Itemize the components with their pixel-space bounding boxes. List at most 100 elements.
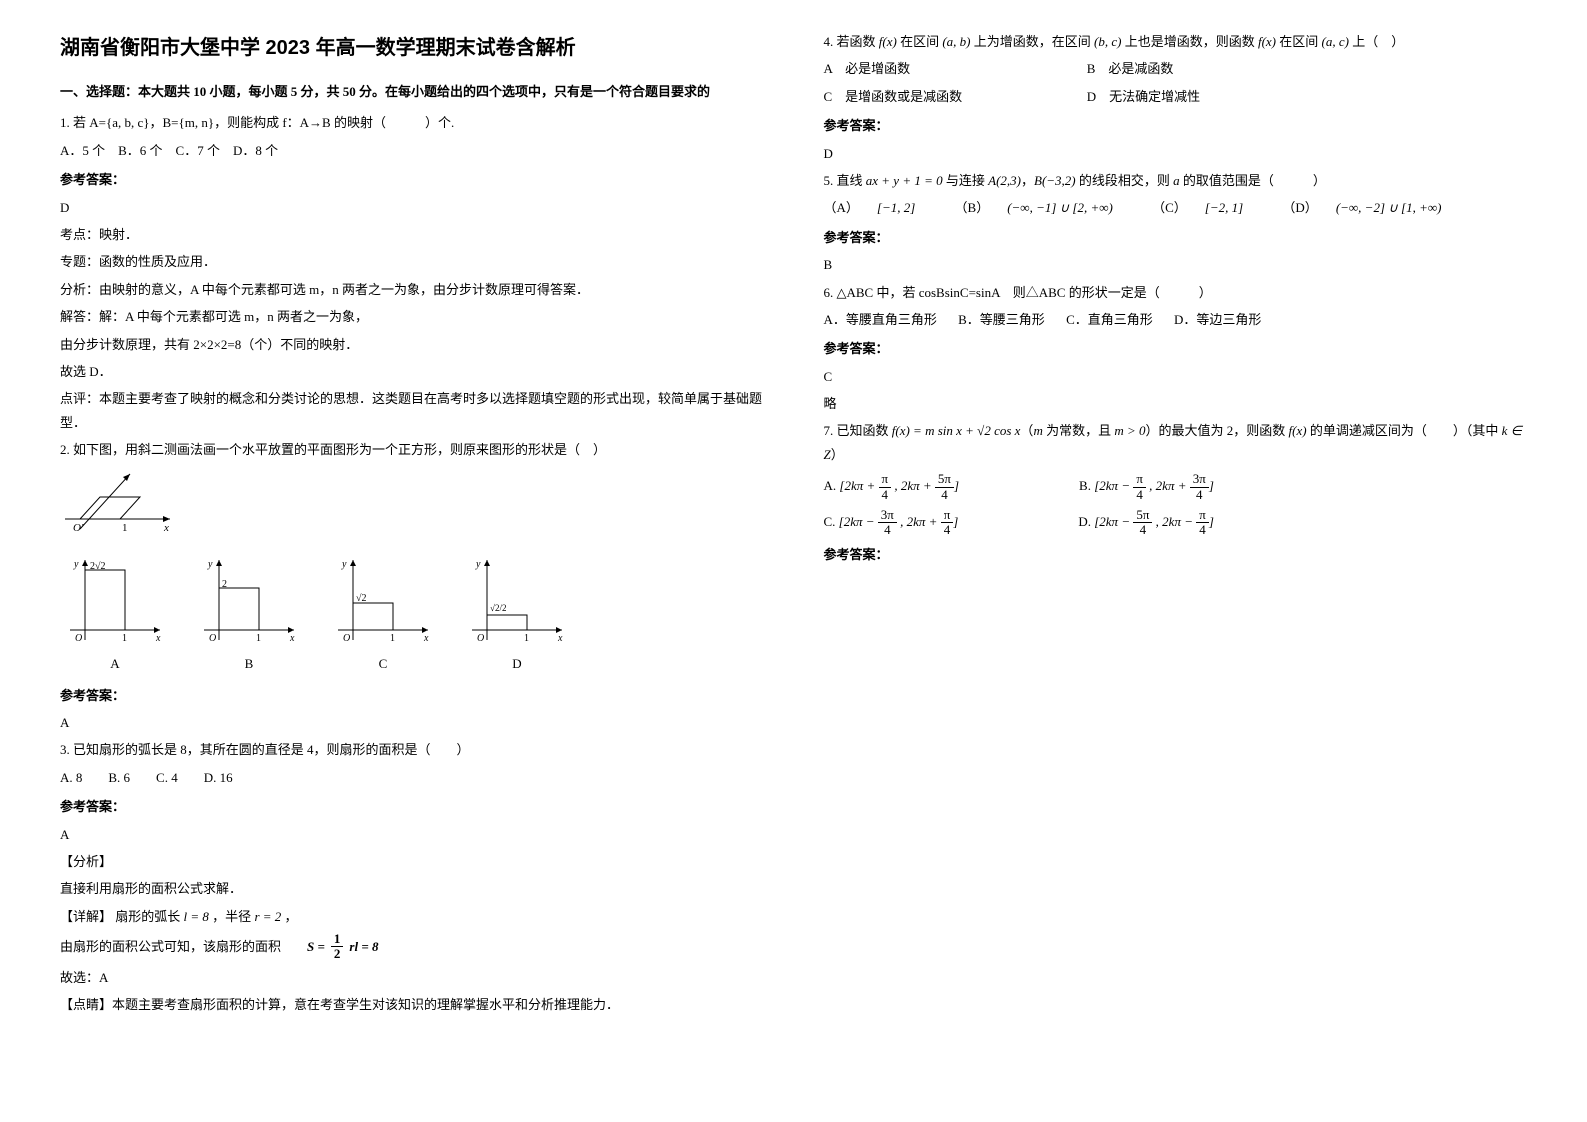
q4-mid3: 上也是增函数，则函数	[1121, 34, 1258, 49]
q4-answer-label: 参考答案：	[824, 114, 1528, 137]
q4-mid5: 上（ ）	[1349, 34, 1404, 49]
q2-choice-c: O 1 √2 y x C	[328, 555, 438, 676]
q7-C-n2: π	[941, 508, 954, 523]
svg-text:x: x	[155, 633, 161, 644]
q7-m: m	[1033, 423, 1042, 438]
question-5: 5. 直线 ax + y + 1 = 0 与连接 A(2,3)，B(−3,2) …	[824, 169, 1528, 277]
q5-optB-val: (−∞, −1] ∪ [2, +∞)	[1007, 200, 1113, 215]
q1-answer-label: 参考答案：	[60, 168, 764, 191]
q7-fx: f(x) = m sin x + √2 cos x	[892, 423, 1021, 438]
q5-answer: B	[824, 253, 1528, 276]
q7-answer-label: 参考答案：	[824, 543, 1528, 566]
q5-optD-label: （D）	[1282, 200, 1317, 215]
svg-text:1: 1	[390, 633, 395, 644]
q7-C-c: , 2kπ +	[900, 514, 937, 529]
q5-optD-val: (−∞, −2] ∪ [1, +∞)	[1336, 200, 1442, 215]
q2-answer-label: 参考答案：	[60, 684, 764, 707]
q6-opt-d: D．等边三角形	[1174, 312, 1261, 327]
q2-choice-b: O 1 2 y x B	[194, 555, 304, 676]
q6-answer: C	[824, 365, 1528, 388]
q5-line: ax + y + 1 = 0	[866, 173, 943, 188]
q7-A-label: A.	[824, 478, 837, 493]
q5-optC-label: （C）	[1152, 200, 1187, 215]
q7-C-d2: 4	[941, 523, 954, 537]
q7-A-n2: 5π	[935, 472, 954, 487]
svg-text:O: O	[75, 633, 82, 644]
svg-text:1: 1	[256, 633, 261, 644]
q5-optC-val: [−2, 1]	[1205, 200, 1243, 215]
svg-text:y: y	[341, 559, 347, 570]
svg-text:O: O	[343, 633, 350, 644]
svg-text:x: x	[289, 633, 295, 644]
q4-bc: (b, c)	[1094, 34, 1121, 49]
page-title: 湖南省衡阳市大堡中学 2023 年高一数学理期末试卷含解析	[60, 30, 764, 66]
svg-text:x: x	[423, 633, 429, 644]
q7-B-d2: 4	[1190, 488, 1209, 502]
q5-mid3: 的取值范围是（ ）	[1180, 173, 1326, 188]
q5-optA-val: [−1, 2]	[877, 200, 915, 215]
q5-optB-label: （B）	[955, 200, 990, 215]
svg-text:1: 1	[122, 522, 128, 534]
q1-line-1: 考点：映射．	[60, 223, 764, 246]
q4-row2: C 是增函数或是减函数 D 无法确定增减性	[824, 85, 1528, 108]
q7-B-n1: π	[1133, 472, 1146, 487]
q6-opt-c: C．直角三角形	[1066, 312, 1153, 327]
q4-fx: f(x)	[879, 34, 897, 49]
q7-stem: 7. 已知函数 f(x) = m sin x + √2 cos x（m 为常数，…	[824, 419, 1528, 466]
q3-formula-rhs: rl = 8	[349, 935, 378, 958]
q7-D-c: , 2kπ −	[1156, 514, 1193, 529]
q7-mgt0: m > 0	[1114, 423, 1145, 438]
q2-label-c: C	[328, 652, 438, 675]
q3-arc: l = 8	[184, 909, 209, 924]
q1-stem: 1. 若 A={a, b, c}，B={m, n}，则能构成 f：A→B 的映射…	[60, 111, 764, 134]
svg-text:2: 2	[222, 579, 227, 590]
q7-A-d2: 4	[935, 488, 954, 502]
q5-comma1: ，	[1021, 173, 1034, 188]
q5-mid2: 的线段相交，则	[1076, 173, 1174, 188]
section-1-head: 一、选择题：本大题共 10 小题，每小题 5 分，共 50 分。在每小题给出的四…	[60, 80, 764, 103]
svg-text:√2: √2	[356, 593, 367, 604]
q3-line-3: 故选：A	[60, 966, 764, 989]
q1-line-7: 点评：本题主要考查了映射的概念和分类讨论的思想．这类题目在高考时多以选择题填空题…	[60, 387, 764, 434]
svg-text:x: x	[163, 522, 169, 534]
q2-answer: A	[60, 711, 764, 734]
q3-comma: ，	[285, 909, 298, 924]
q4-ac: (a, c)	[1322, 34, 1349, 49]
q3-line-1: 直接利用扇形的面积公式求解．	[60, 877, 764, 900]
q2-stem-figure: O' 1 x	[60, 469, 764, 546]
question-2: 2. 如下图，用斜二测画法画一个水平放置的平面图形为一个正方形，则原来图形的形状…	[60, 438, 764, 734]
q1-line-6: 故选 D．	[60, 360, 764, 383]
q5-optC: （C） [−2, 1]	[1152, 200, 1261, 215]
q4-fx2: f(x)	[1258, 34, 1276, 49]
q4-ab: (a, b)	[942, 34, 970, 49]
q1-options: A．5 个 B．6 个 C．7 个 D．8 个	[60, 139, 764, 162]
q7-A-c: , 2kπ +	[894, 478, 931, 493]
q1-line-2: 专题：函数的性质及应用．	[60, 250, 764, 273]
q5-options: （A） [−1, 2] （B） (−∞, −1] ∪ [2, +∞) （C） [−2,…	[824, 196, 1528, 219]
svg-text:O: O	[209, 633, 216, 644]
q7-A-l: 2kπ +	[844, 478, 875, 493]
q3-detail-label: 【详解】	[60, 909, 112, 924]
q7-fx2: f(x)	[1289, 423, 1307, 438]
q5-stem-pre: 5. 直线	[824, 173, 866, 188]
q7-D-d1: 4	[1133, 523, 1152, 537]
q3-formula: 由扇形的面积公式可知，该扇形的面积 S = 1 2 rl = 8	[60, 932, 764, 962]
svg-text:y: y	[475, 559, 481, 570]
q7-D-bracket: [2kπ − 5π4 , 2kπ − π4]	[1094, 514, 1214, 529]
svg-text:y: y	[207, 559, 213, 570]
q6-options: A．等腰直角三角形 B．等腰三角形 C．直角三角形 D．等边三角形	[824, 308, 1528, 331]
q3-answer-label: 参考答案：	[60, 795, 764, 818]
q3-detail: 【详解】 扇形的弧长 l = 8 ，半径 r = 2 ，	[60, 905, 764, 928]
q4-stem: 4. 若函数 f(x) 在区间 (a, b) 上为增函数，在区间 (b, c) …	[824, 30, 1528, 53]
q3-l2-pre: 由扇形的面积公式可知，该扇形的面积	[60, 935, 281, 958]
q3-note-text: 本题主要考查扇形面积的计算，意在考查学生对该知识的理解掌握水平和分析推理能力．	[112, 997, 619, 1012]
q5-optA-label: （A）	[824, 200, 859, 215]
q2-choice-d: O 1 √2/2 y x D	[462, 555, 572, 676]
q3-analysis-label: 【分析】	[60, 850, 764, 873]
q1-line-5: 由分步计数原理，共有 2×2×2=8（个）不同的映射．	[60, 333, 764, 356]
q7-opt-b: B. [2kπ − π4 , 2kπ + 3π4]	[1079, 472, 1214, 502]
q1-line-4: 解答：解：A 中每个元素都可选 m，n 两者之一为象，	[60, 305, 764, 328]
svg-text:1: 1	[122, 633, 127, 644]
q7-A-bracket: [2kπ + π4 , 2kπ + 5π4]	[839, 478, 959, 493]
q7-B-n2: 3π	[1190, 472, 1209, 487]
